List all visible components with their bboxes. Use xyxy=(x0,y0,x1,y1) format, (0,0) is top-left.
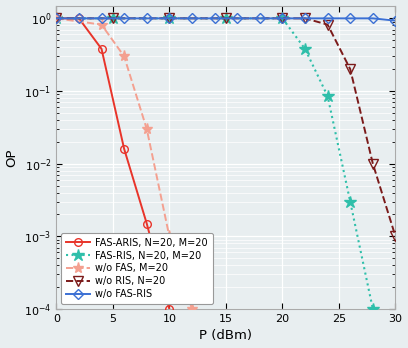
FAS-RIS, N=20, M=20 xyxy=(303,47,308,51)
w/o FAS, M=20 xyxy=(189,307,194,311)
Legend: FAS-ARIS, N=20, M=20, FAS-RIS, N=20, M=20, w/o FAS, M=20, w/o RIS, N=20, w/o FAS: FAS-ARIS, N=20, M=20, FAS-RIS, N=20, M=2… xyxy=(61,233,213,304)
FAS-ARIS, N=20, M=20 xyxy=(54,16,59,21)
X-axis label: P (dBm): P (dBm) xyxy=(200,330,253,342)
FAS-RIS, N=20, M=20 xyxy=(393,329,398,333)
Y-axis label: OP: OP xyxy=(6,148,18,167)
w/o FAS-RIS xyxy=(393,18,398,23)
w/o FAS-RIS xyxy=(99,16,104,21)
FAS-ARIS, N=20, M=20 xyxy=(122,147,126,151)
w/o FAS-RIS xyxy=(76,16,81,21)
w/o FAS-RIS xyxy=(348,16,353,21)
w/o RIS, N=20 xyxy=(111,16,115,21)
w/o RIS, N=20 xyxy=(303,16,308,21)
w/o FAS-RIS xyxy=(212,16,217,21)
w/o RIS, N=20 xyxy=(325,23,330,27)
w/o RIS, N=20 xyxy=(280,16,285,21)
FAS-RIS, N=20, M=20 xyxy=(348,200,353,204)
Line: w/o FAS, M=20: w/o FAS, M=20 xyxy=(51,13,220,340)
w/o FAS-RIS xyxy=(370,16,375,21)
FAS-ARIS, N=20, M=20 xyxy=(76,16,81,21)
w/o FAS, M=20 xyxy=(212,332,217,336)
w/o RIS, N=20 xyxy=(54,16,59,21)
FAS-ARIS, N=20, M=20 xyxy=(167,307,172,311)
w/o FAS-RIS xyxy=(325,16,330,21)
w/o FAS, M=20 xyxy=(167,234,172,238)
w/o FAS-RIS xyxy=(257,16,262,21)
w/o FAS-RIS xyxy=(303,16,308,21)
w/o RIS, N=20 xyxy=(393,234,398,238)
w/o FAS-RIS xyxy=(189,16,194,21)
FAS-RIS, N=20, M=20 xyxy=(325,94,330,98)
w/o FAS-RIS xyxy=(144,16,149,21)
w/o RIS, N=20 xyxy=(370,161,375,166)
FAS-ARIS, N=20, M=20 xyxy=(99,47,104,51)
w/o FAS, M=20 xyxy=(54,16,59,21)
w/o FAS, M=20 xyxy=(99,23,104,27)
w/o FAS-RIS xyxy=(54,16,59,21)
Line: FAS-RIS, N=20, M=20: FAS-RIS, N=20, M=20 xyxy=(50,12,402,337)
w/o FAS-RIS xyxy=(167,16,172,21)
w/o RIS, N=20 xyxy=(224,16,228,21)
FAS-RIS, N=20, M=20 xyxy=(370,307,375,311)
w/o FAS, M=20 xyxy=(144,127,149,131)
FAS-RIS, N=20, M=20 xyxy=(111,16,115,21)
w/o RIS, N=20 xyxy=(348,67,353,71)
FAS-RIS, N=20, M=20 xyxy=(167,16,172,21)
FAS-ARIS, N=20, M=20 xyxy=(144,221,149,226)
w/o FAS-RIS xyxy=(280,16,285,21)
FAS-RIS, N=20, M=20 xyxy=(280,16,285,21)
w/o FAS, M=20 xyxy=(122,54,126,58)
w/o FAS-RIS xyxy=(122,16,126,21)
Line: FAS-ARIS, N=20, M=20: FAS-ARIS, N=20, M=20 xyxy=(53,15,173,313)
w/o RIS, N=20 xyxy=(167,16,172,21)
w/o FAS-RIS xyxy=(235,16,239,21)
Line: w/o FAS-RIS: w/o FAS-RIS xyxy=(53,15,399,24)
FAS-RIS, N=20, M=20 xyxy=(54,16,59,21)
FAS-RIS, N=20, M=20 xyxy=(224,16,228,21)
Line: w/o RIS, N=20: w/o RIS, N=20 xyxy=(51,14,400,241)
